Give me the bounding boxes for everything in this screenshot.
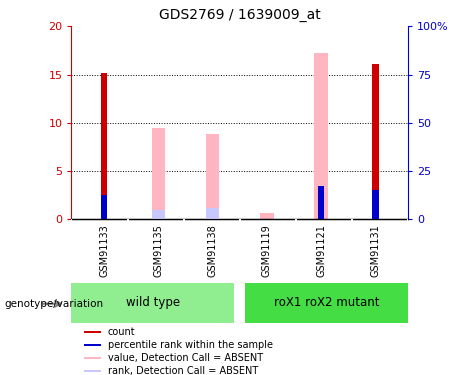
Text: count: count xyxy=(107,327,135,337)
Text: genotype/variation: genotype/variation xyxy=(5,299,104,309)
Bar xyxy=(260,213,274,219)
Bar xyxy=(318,186,325,219)
Bar xyxy=(314,53,328,219)
Bar xyxy=(84,344,101,346)
Text: roX1 roX2 mutant: roX1 roX2 mutant xyxy=(274,296,379,309)
Bar xyxy=(84,357,101,359)
Bar xyxy=(71,283,234,322)
Bar xyxy=(206,134,219,219)
Bar xyxy=(84,370,101,372)
Text: value, Detection Call = ABSENT: value, Detection Call = ABSENT xyxy=(107,353,263,363)
Text: GSM91138: GSM91138 xyxy=(207,225,218,277)
Bar xyxy=(152,128,165,219)
Bar xyxy=(245,283,408,322)
Text: GSM91119: GSM91119 xyxy=(262,225,272,277)
Bar xyxy=(372,64,378,219)
Text: wild type: wild type xyxy=(126,296,180,309)
Text: GSM91133: GSM91133 xyxy=(99,225,109,277)
Title: GDS2769 / 1639009_at: GDS2769 / 1639009_at xyxy=(159,9,320,22)
Bar xyxy=(84,331,101,333)
Text: GSM91131: GSM91131 xyxy=(371,225,380,277)
Text: rank, Detection Call = ABSENT: rank, Detection Call = ABSENT xyxy=(107,366,258,375)
Bar xyxy=(101,73,107,219)
Bar xyxy=(206,208,219,219)
Text: GSM91121: GSM91121 xyxy=(316,225,326,278)
Bar xyxy=(152,210,165,219)
Bar xyxy=(101,195,107,219)
Bar xyxy=(372,190,378,219)
Text: GSM91135: GSM91135 xyxy=(154,225,163,278)
Text: percentile rank within the sample: percentile rank within the sample xyxy=(107,340,272,350)
